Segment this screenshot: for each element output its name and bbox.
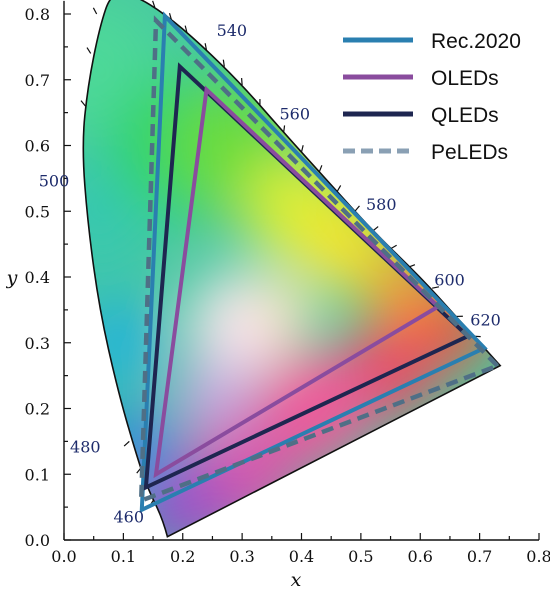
y-tick-label: 0.5: [25, 202, 50, 221]
legend-label: OLEDs: [431, 67, 499, 90]
y-axis-title: y: [6, 267, 18, 289]
wavelength-labels: 460480500540560560580600620: [39, 21, 501, 526]
wavelength-label: 540: [217, 21, 248, 40]
x-tick-label: 0.3: [229, 547, 254, 566]
x-tick-label: 0.4: [289, 547, 314, 566]
x-tick-label: 0.7: [467, 547, 492, 566]
locus-tick: [354, 205, 360, 212]
x-tick-label: 0.6: [408, 547, 433, 566]
locus-tick: [222, 59, 225, 67]
locus-tick: [336, 185, 342, 192]
x-axis-title: x: [291, 569, 302, 591]
locus-tick: [152, 0, 156, 8]
locus-tick: [432, 286, 440, 289]
x-tick-label: 0.5: [348, 547, 373, 566]
locus-tick: [86, 47, 92, 54]
gamut-rec-2020: [139, 11, 488, 514]
locus-tick: [241, 77, 243, 86]
locus-tick: [283, 125, 286, 133]
locus-tick: [204, 43, 208, 51]
y-tick-label: 0.3: [25, 334, 50, 353]
wavelength-label: 560: [279, 105, 310, 124]
x-tick-label: 0.1: [111, 547, 136, 566]
axes: [63, 0, 540, 541]
y-tick-label: 0.6: [25, 137, 50, 156]
y-tick-label: 0.7: [25, 71, 50, 90]
locus-tick: [80, 100, 86, 107]
y-tick-labels: 0.0 0.1 0.2 0.3 0.4 0.5 0.6 0.7 0.8: [25, 5, 50, 550]
locus-tick: [300, 145, 304, 153]
y-tick-label: 0.1: [25, 465, 50, 484]
locus-tick: [92, 7, 98, 15]
gamut-triangles: [138, 11, 502, 514]
wavelength-label: 480: [70, 438, 101, 457]
locus-tick: [168, 13, 173, 21]
y-tick-label: 0.0: [25, 531, 50, 550]
y-tick-label: 0.4: [25, 268, 50, 287]
locus-tick: [318, 165, 323, 173]
legend-label: PeLEDs: [431, 141, 508, 164]
y-tick-label: 0.2: [25, 400, 50, 419]
x-tick-label: 0.2: [170, 547, 195, 566]
locus-tick: [123, 440, 130, 447]
wavelength-label: 460: [114, 507, 145, 526]
locus-tick: [390, 244, 397, 250]
wavelength-label: 600: [434, 270, 465, 289]
wavelength-label: 500: [39, 171, 70, 190]
y-tick-label: 0.8: [25, 5, 50, 24]
legend: Rec.2020 OLEDs QLEDs PeLEDs: [343, 30, 521, 164]
gamut-oleds: [153, 85, 442, 479]
x-tick-labels: 0.0 0.1 0.2 0.3 0.4 0.5 0.6 0.7 0.8: [51, 547, 550, 566]
spectral-locus-ticks: [80, 0, 481, 507]
locus-tick: [408, 264, 416, 268]
locus-tick: [184, 25, 188, 33]
legend-label: Rec.2020: [431, 30, 521, 53]
wavelength-label: 620: [470, 310, 501, 329]
wavelength-label: 580: [366, 195, 397, 214]
legend-label: QLEDs: [431, 104, 499, 127]
gamut-peleds: [138, 15, 502, 504]
x-tick-label: 0.0: [51, 547, 76, 566]
x-tick-label: 0.8: [526, 547, 550, 566]
